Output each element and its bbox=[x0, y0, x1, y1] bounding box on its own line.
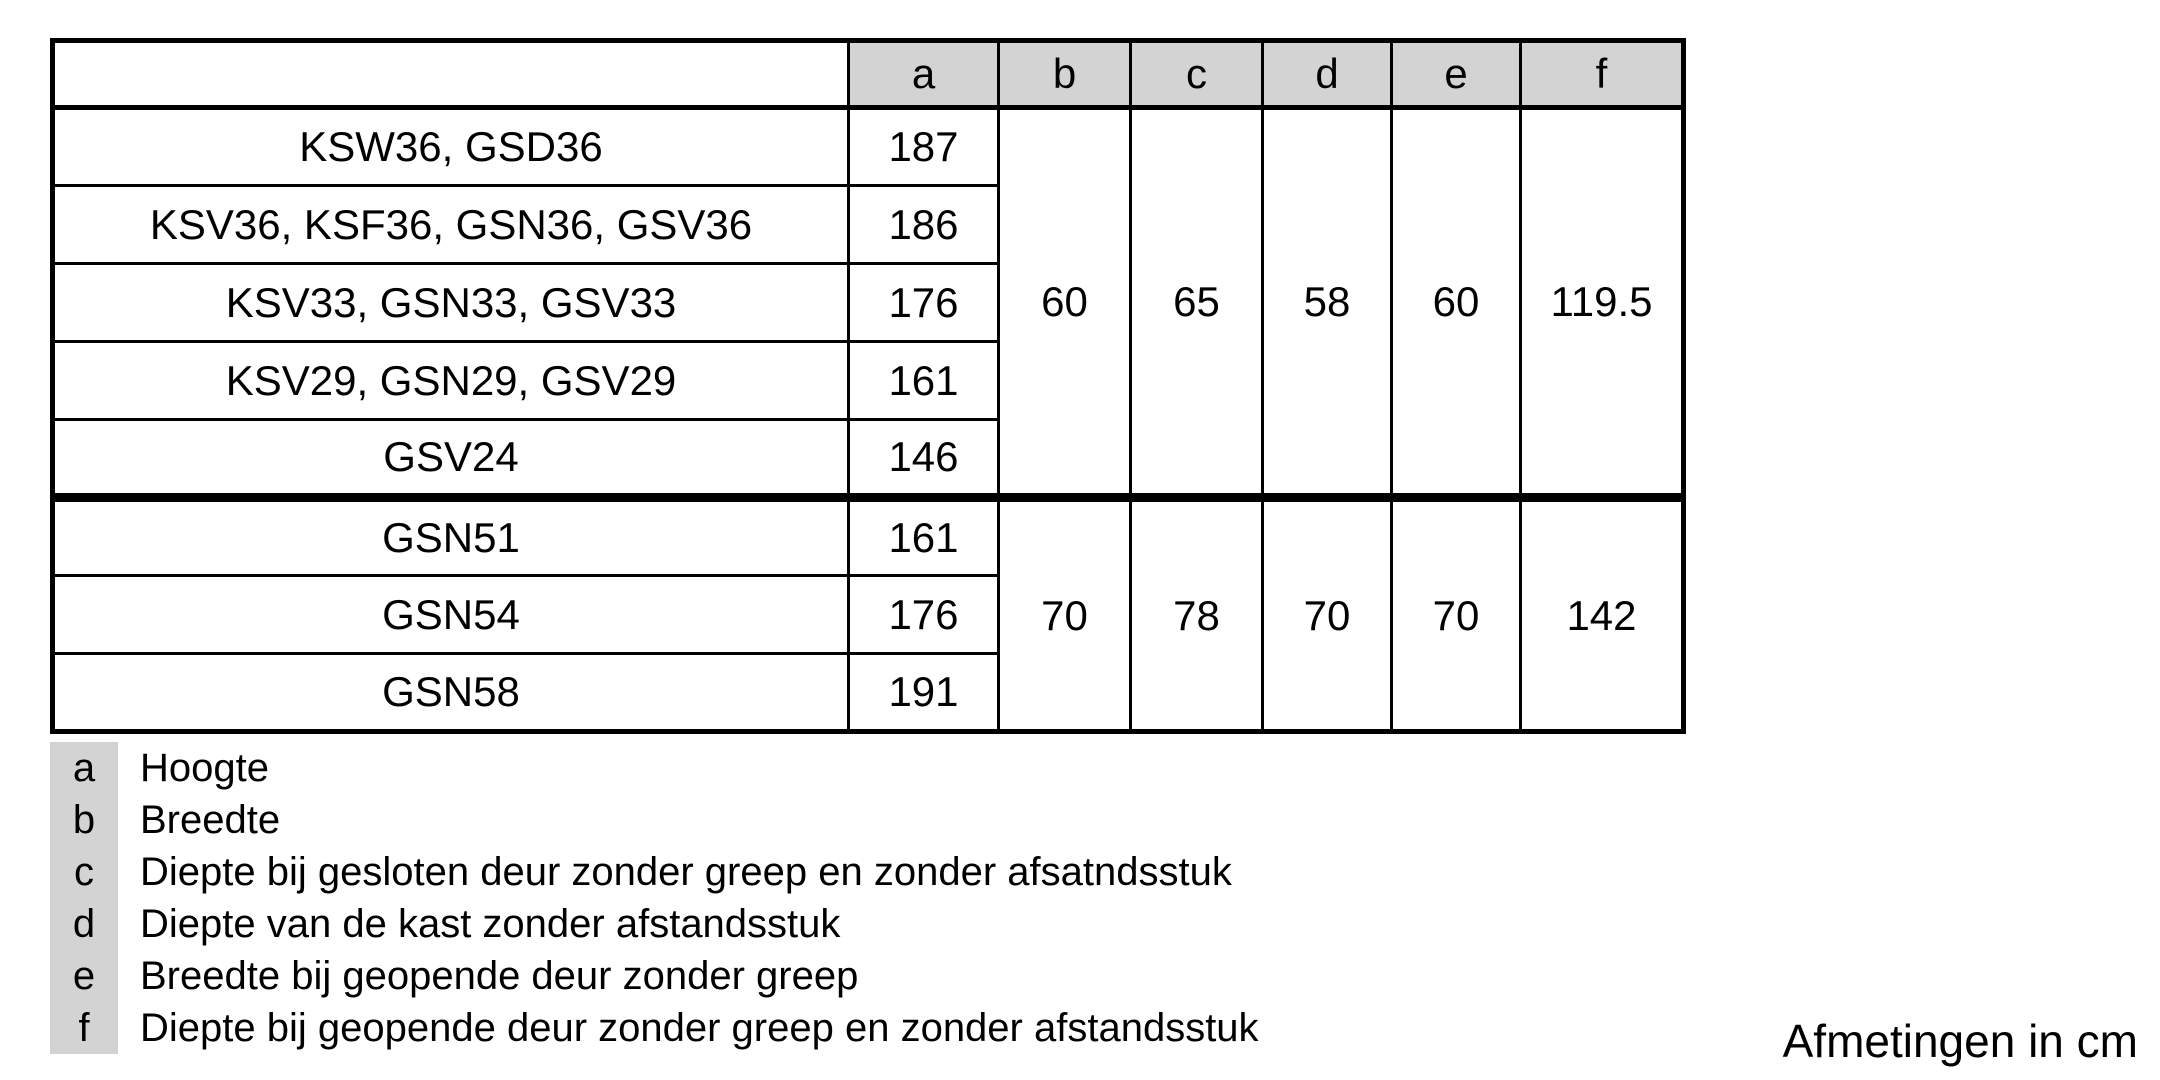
dimensions-table: a b c d e f KSW36, GSD36 187 60 65 58 60… bbox=[50, 38, 1686, 734]
units-note: Afmetingen in cm bbox=[1782, 1015, 2138, 1067]
table-row: KSW36, GSD36 187 60 65 58 60 119.5 bbox=[51, 106, 1685, 499]
legend-label-e: Breedte bij geopende deur zonder greep bbox=[140, 953, 859, 998]
col-header-c: c bbox=[1129, 39, 1264, 110]
legend-label-b: Breedte bbox=[140, 797, 281, 842]
model-cell: GSN54 bbox=[51, 574, 850, 655]
legend-key-c: c bbox=[50, 846, 118, 898]
merged-value-cell-c: 78 bbox=[1129, 493, 1264, 733]
legend-item-d: d Diepte van de kast zonder afstandsstuk bbox=[50, 898, 1259, 950]
table-row: KSV36, KSF36, GSN36, GSV36 186 bbox=[51, 184, 1684, 265]
model-cell: KSV29, GSN29, GSV29 bbox=[51, 340, 850, 421]
table-row: GSN58 191 bbox=[51, 652, 1684, 733]
col-header-f: f bbox=[1519, 39, 1685, 110]
model-cell: KSV36, KSF36, GSN36, GSV36 bbox=[51, 184, 850, 265]
legend-item-c: c Diepte bij gesloten deur zonder greep … bbox=[50, 846, 1259, 898]
merged-value-cell-e: 70 bbox=[1390, 493, 1522, 733]
legend-key-a: a bbox=[50, 742, 118, 794]
table-row: KSV29, GSN29, GSV29 161 bbox=[51, 340, 1684, 421]
table-header-row: a b c d e f bbox=[51, 39, 1685, 110]
value-cell-a: 161 bbox=[847, 340, 1000, 421]
table-row: GSV24 146 bbox=[51, 418, 1684, 499]
col-header-e: e bbox=[1390, 39, 1522, 110]
value-cell-a: 146 bbox=[847, 418, 1000, 499]
table-row: GSN54 176 bbox=[51, 574, 1684, 655]
legend-label-d: Diepte van de kast zonder afstandsstuk bbox=[140, 901, 841, 946]
legend-item-e: e Breedte bij geopende deur zonder greep bbox=[50, 950, 1259, 1002]
model-cell: KSW36, GSD36 bbox=[51, 106, 850, 187]
legend-key-e: e bbox=[50, 950, 118, 1002]
legend-label-f: Diepte bij geopende deur zonder greep en… bbox=[140, 1005, 1259, 1050]
merged-value-cell-f: 142 bbox=[1519, 493, 1685, 733]
merged-value-cell-b: 70 bbox=[997, 493, 1132, 733]
value-cell-a: 186 bbox=[847, 184, 1000, 265]
legend-label-a: Hoogte bbox=[140, 745, 269, 790]
col-header-a: a bbox=[847, 39, 1000, 110]
merged-value-cell-e: 60 bbox=[1390, 106, 1522, 499]
legend-item-a: a Hoogte bbox=[50, 742, 1259, 794]
legend-key-d: d bbox=[50, 898, 118, 950]
legend: a Hoogte b Breedte c Diepte bij gesloten… bbox=[50, 742, 1259, 1054]
legend-label-c: Diepte bij gesloten deur zonder greep en… bbox=[140, 849, 1232, 894]
model-cell: GSN58 bbox=[51, 652, 850, 733]
model-cell: KSV33, GSN33, GSV33 bbox=[51, 262, 850, 343]
merged-value-cell-b: 60 bbox=[997, 106, 1132, 499]
col-header-b: b bbox=[997, 39, 1132, 110]
legend-item-b: b Breedte bbox=[50, 794, 1259, 846]
value-cell-a: 191 bbox=[847, 652, 1000, 733]
merged-value-cell-f: 119.5 bbox=[1519, 106, 1685, 499]
header-corner-cell bbox=[51, 39, 850, 110]
legend-key-f: f bbox=[50, 1002, 118, 1054]
value-cell-a: 176 bbox=[847, 262, 1000, 343]
table-row: GSN51 161 70 78 70 70 142 bbox=[51, 493, 1685, 733]
col-header-d: d bbox=[1261, 39, 1393, 110]
table-row: KSV33, GSN33, GSV33 176 bbox=[51, 262, 1684, 343]
model-cell: GSN51 bbox=[51, 493, 850, 577]
legend-key-b: b bbox=[50, 794, 118, 846]
legend-item-f: f Diepte bij geopende deur zonder greep … bbox=[50, 1002, 1259, 1054]
merged-value-cell-d: 58 bbox=[1261, 106, 1393, 499]
value-cell-a: 161 bbox=[847, 493, 1000, 577]
merged-value-cell-d: 70 bbox=[1261, 493, 1393, 733]
merged-value-cell-c: 65 bbox=[1129, 106, 1264, 499]
model-cell: GSV24 bbox=[51, 418, 850, 499]
value-cell-a: 187 bbox=[847, 106, 1000, 187]
value-cell-a: 176 bbox=[847, 574, 1000, 655]
